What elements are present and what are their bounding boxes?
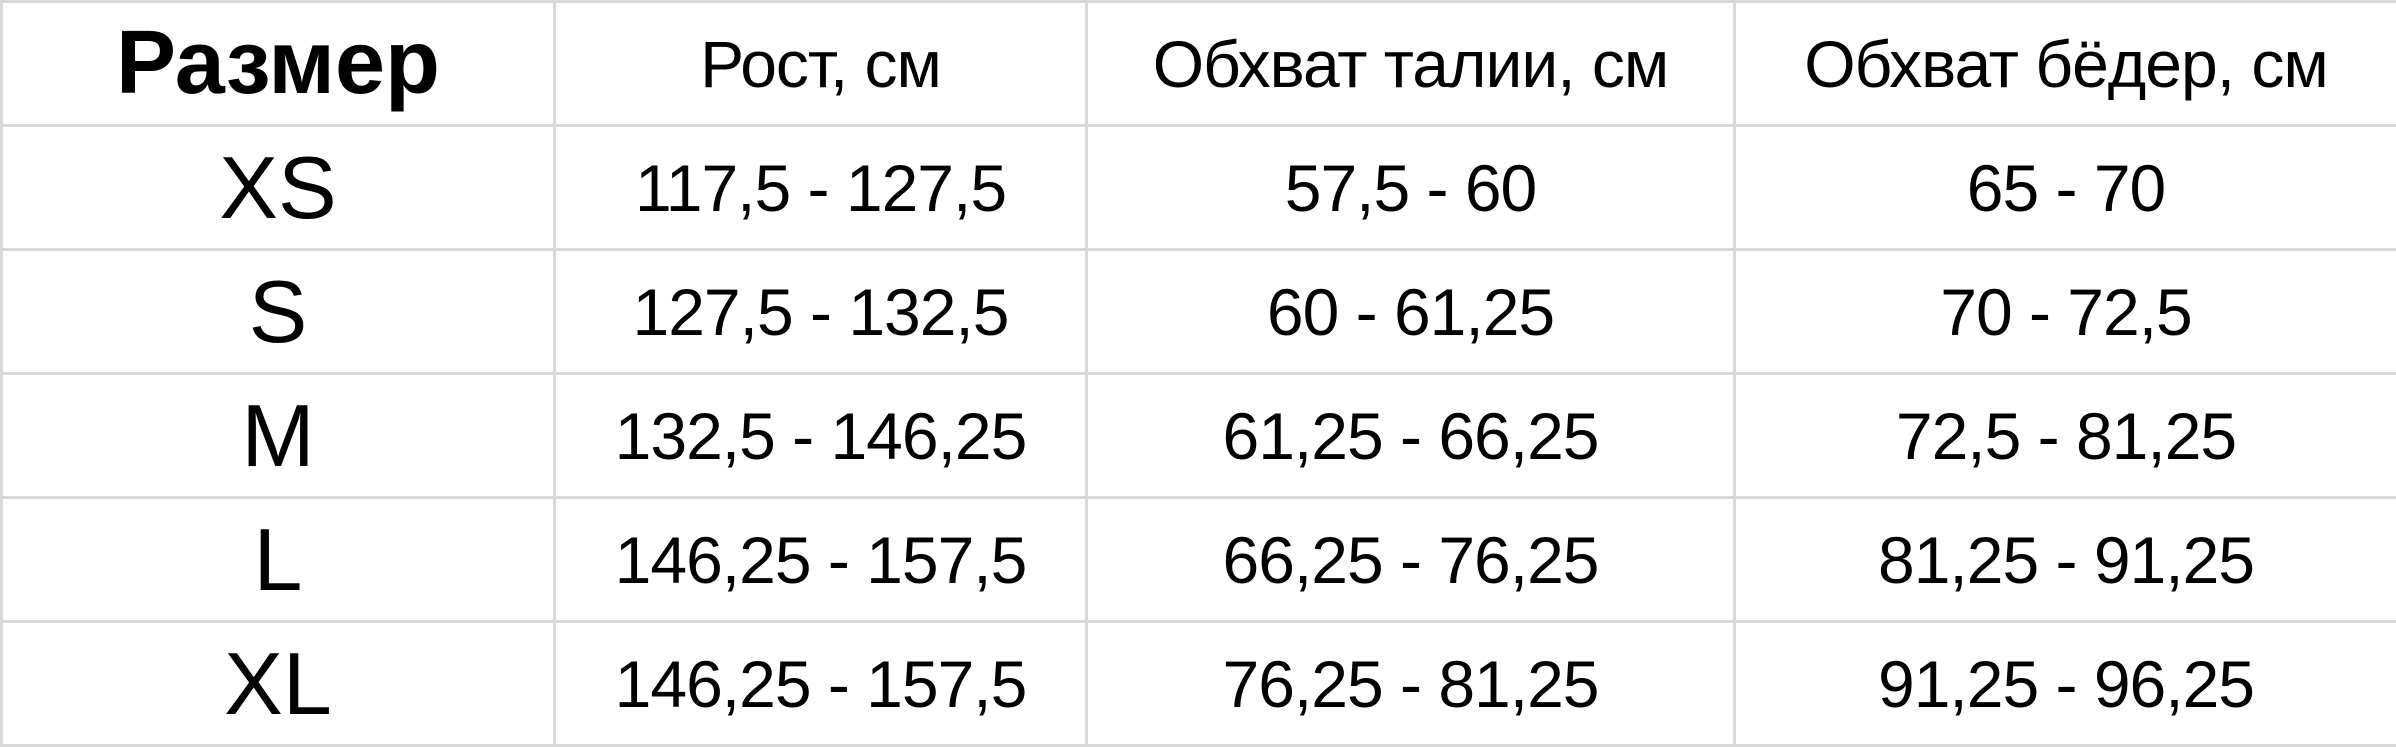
waist-cell: 76,25 - 81,25 [1087, 622, 1735, 746]
hips-cell: 65 - 70 [1735, 126, 2396, 250]
size-cell: XS [2, 126, 555, 250]
table-row: M 132,5 - 146,25 61,25 - 66,25 72,5 - 81… [2, 374, 2396, 498]
waist-cell: 61,25 - 66,25 [1087, 374, 1735, 498]
size-cell: XL [2, 622, 555, 746]
waist-cell: 60 - 61,25 [1087, 250, 1735, 374]
table-row: L 146,25 - 157,5 66,25 - 76,25 81,25 - 9… [2, 498, 2396, 622]
waist-cell: 66,25 - 76,25 [1087, 498, 1735, 622]
size-cell: S [2, 250, 555, 374]
header-size: Размер [2, 2, 555, 126]
header-hips: Обхват бёдер, см [1735, 2, 2396, 126]
table-row: XL 146,25 - 157,5 76,25 - 81,25 91,25 - … [2, 622, 2396, 746]
header-height: Рост, см [555, 2, 1087, 126]
size-cell: M [2, 374, 555, 498]
size-cell: L [2, 498, 555, 622]
height-cell: 117,5 - 127,5 [555, 126, 1087, 250]
header-row: Размер Рост, см Обхват талии, см Обхват … [2, 2, 2396, 126]
hips-cell: 81,25 - 91,25 [1735, 498, 2396, 622]
table-row: S 127,5 - 132,5 60 - 61,25 70 - 72,5 [2, 250, 2396, 374]
height-cell: 146,25 - 157,5 [555, 498, 1087, 622]
height-cell: 132,5 - 146,25 [555, 374, 1087, 498]
hips-cell: 72,5 - 81,25 [1735, 374, 2396, 498]
hips-cell: 91,25 - 96,25 [1735, 622, 2396, 746]
table-row: XS 117,5 - 127,5 57,5 - 60 65 - 70 [2, 126, 2396, 250]
header-waist: Обхват талии, см [1087, 2, 1735, 126]
height-cell: 146,25 - 157,5 [555, 622, 1087, 746]
waist-cell: 57,5 - 60 [1087, 126, 1735, 250]
hips-cell: 70 - 72,5 [1735, 250, 2396, 374]
height-cell: 127,5 - 132,5 [555, 250, 1087, 374]
